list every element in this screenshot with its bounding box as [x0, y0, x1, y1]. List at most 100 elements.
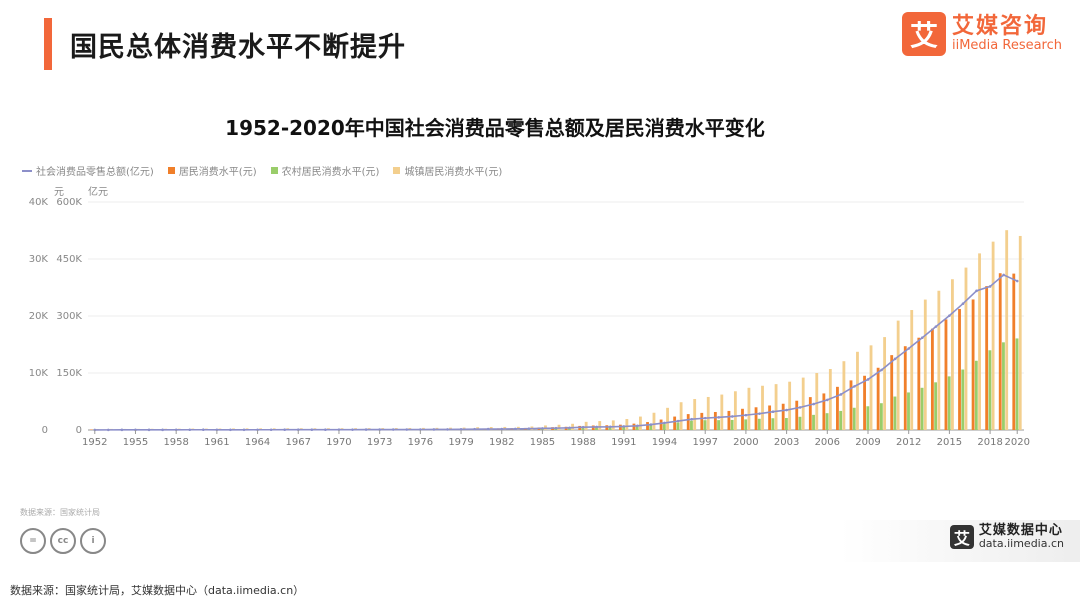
point-total-retail: [242, 428, 246, 432]
x-axis-tick-label: 2003: [774, 437, 799, 448]
legend-item-rural[interactable]: 农村居民消费水平(元): [270, 163, 379, 178]
point-total-retail: [703, 416, 707, 420]
bar-urban: [923, 299, 927, 430]
x-axis-tick-label: 2000: [733, 437, 758, 448]
point-total-retail: [473, 427, 476, 431]
point-total-retail: [229, 428, 232, 432]
bar-rural: [730, 419, 734, 430]
point-total-retail: [676, 419, 680, 423]
point-total-retail: [107, 428, 110, 432]
point-total-retail: [446, 428, 449, 431]
bar-rural: [934, 382, 938, 430]
bar-residents: [890, 355, 894, 430]
point-total-retail: [948, 314, 951, 317]
bar-rural: [866, 406, 870, 430]
point-total-retail: [744, 413, 748, 417]
point-total-retail: [826, 398, 829, 402]
bar-urban: [639, 416, 642, 430]
left-axis-unit: 元: [54, 187, 64, 198]
point-total-retail: [283, 428, 286, 432]
bar-urban: [883, 337, 887, 430]
x-axis-tick-label: 2020: [1004, 437, 1029, 448]
legend-swatch-rural: [270, 167, 278, 174]
x-axis-tick-label: 1967: [286, 437, 311, 448]
legend-label-total-retail: 社会消费品零售总额(亿元): [36, 167, 154, 178]
bar-rural: [907, 392, 910, 430]
bar-urban: [611, 420, 615, 430]
point-total-retail: [134, 428, 137, 432]
bar-urban: [1018, 235, 1022, 430]
legend-item-urban[interactable]: 城镇居民消费水平(元): [393, 163, 502, 178]
bar-rural: [893, 396, 897, 430]
bar-residents: [903, 346, 907, 430]
point-total-retail: [174, 428, 178, 432]
x-axis-tick-label: 1964: [245, 437, 270, 448]
point-total-retail: [961, 302, 965, 306]
point-total-retail: [934, 325, 938, 328]
bar-residents: [686, 414, 690, 430]
point-total-retail: [975, 289, 978, 293]
bar-residents: [781, 403, 785, 430]
legend-item-residents[interactable]: 居民消费水平(元): [167, 163, 257, 178]
bar-urban: [910, 310, 914, 430]
point-total-retail: [527, 427, 531, 431]
bar-urban: [815, 373, 819, 430]
bar-residents: [795, 400, 799, 430]
right-axis-unit: 亿元: [88, 187, 108, 198]
point-total-retail: [771, 410, 775, 414]
bar-urban: [842, 361, 846, 430]
x-axis-tick-label: 1958: [163, 437, 188, 448]
bar-rural: [608, 426, 612, 430]
bar-residents: [1012, 273, 1016, 430]
page-title: 国民总体消费水平不断提升: [70, 31, 406, 63]
chart-title: 1952-2020年中国社会消费品零售总额及居民消费水平变化: [225, 116, 765, 140]
bar-rural: [947, 376, 951, 430]
bar-rural: [690, 420, 693, 430]
bar-residents: [659, 419, 663, 430]
legend-swatch-urban: [393, 167, 401, 174]
bar-rural: [595, 426, 598, 430]
bar-urban: [747, 387, 751, 430]
point-total-retail: [866, 378, 870, 381]
bar-rural: [988, 350, 992, 430]
bar-rural: [961, 369, 965, 430]
x-axis-tick-label: 1952: [82, 437, 107, 448]
x-axis-tick-label: 2006: [815, 437, 840, 448]
bar-urban: [720, 394, 724, 430]
bar-residents: [863, 375, 866, 430]
point-total-retail: [988, 285, 992, 288]
chart-note: 数据来源：国家统计局: [20, 508, 100, 517]
bar-urban: [693, 399, 697, 430]
right-axis-tick-label: 0: [76, 425, 82, 436]
bar-urban: [896, 320, 900, 430]
bar-rural: [717, 420, 720, 430]
bar-rural: [635, 426, 639, 430]
right-axis-tick-label: 450K: [56, 254, 82, 265]
bar-urban: [584, 421, 588, 430]
point-total-retail: [853, 385, 856, 388]
bar-urban: [856, 351, 859, 430]
point-total-retail: [731, 415, 734, 418]
data-center-url: data.iimedia.cn: [978, 537, 1064, 551]
point-total-retail: [296, 428, 300, 432]
bar-urban: [733, 391, 737, 430]
bar-rural: [649, 425, 653, 430]
accent-bar: [44, 18, 52, 70]
brand-name-cn: 艾媒咨询: [951, 13, 1048, 39]
legend-label-residents: 居民消费水平(元): [178, 167, 257, 178]
point-total-retail: [215, 428, 219, 432]
point-total-retail: [378, 428, 381, 431]
point-total-retail: [256, 428, 259, 432]
bar-residents: [958, 309, 961, 430]
left-axis-tick-label: 10K: [29, 368, 49, 379]
bar-rural: [825, 413, 829, 430]
bar-urban: [869, 345, 873, 430]
bar-residents: [673, 416, 677, 430]
bar-rural: [744, 419, 748, 430]
left-axis-tick-label: 40K: [29, 197, 49, 208]
equals-icon: =: [20, 528, 46, 554]
bar-urban: [666, 407, 669, 430]
legend-item-total-retail[interactable]: 社会消费品零售总额(亿元): [22, 163, 154, 178]
point-total-retail: [717, 416, 721, 419]
point-total-retail: [500, 427, 504, 431]
